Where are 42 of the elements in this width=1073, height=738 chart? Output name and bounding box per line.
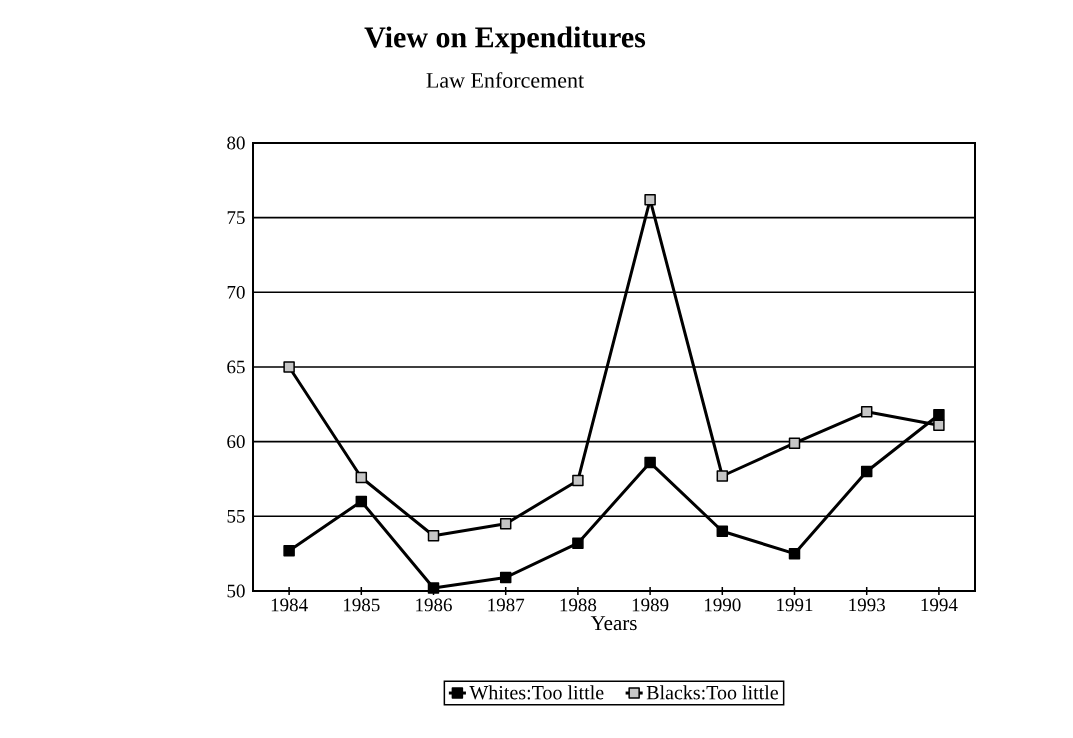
point <box>860 406 873 418</box>
point <box>572 537 584 549</box>
chart-subtitle: Law Enforcement <box>426 72 584 88</box>
legend-label: Blacks:Too little <box>646 685 778 700</box>
point <box>283 544 295 557</box>
x-tick-label: 1988 <box>560 598 597 612</box>
point <box>716 470 729 482</box>
legend-label: Whites:Too little <box>469 685 604 700</box>
x-tick-label: 1993 <box>849 598 885 612</box>
chart-title: View on Expenditures <box>364 26 646 54</box>
x-tick-label: 1985 <box>343 598 380 612</box>
point <box>788 437 801 449</box>
y-tick-label: 80 <box>227 136 245 150</box>
x-tick-label: 1991 <box>777 598 813 612</box>
point <box>644 456 656 469</box>
y-tick-label: 75 <box>227 211 245 224</box>
y-tick-label: 60 <box>227 435 245 449</box>
point <box>427 529 440 542</box>
y-tick-label: 55 <box>227 510 245 523</box>
point <box>788 547 801 560</box>
point <box>499 518 512 530</box>
x-axis-title: Years <box>590 616 637 631</box>
x-tick-label: 1989 <box>632 598 669 612</box>
point <box>716 525 729 537</box>
y-tick-label: 50 <box>227 584 245 598</box>
x-tick-label: 1984 <box>271 598 308 612</box>
x-tick-label: 1994 <box>921 598 958 612</box>
point <box>860 465 873 478</box>
point <box>355 495 368 508</box>
point <box>933 419 945 431</box>
point <box>644 193 656 206</box>
point <box>572 474 584 487</box>
x-tick-label: 1987 <box>488 598 525 612</box>
y-tick-label: 65 <box>227 360 245 374</box>
point <box>427 582 440 594</box>
point <box>933 409 945 421</box>
point <box>499 571 512 584</box>
x-tick-label: 1990 <box>704 598 741 612</box>
y-tick-label: 70 <box>227 285 245 299</box>
point <box>283 361 295 373</box>
point <box>355 471 368 484</box>
x-tick-label: 1986 <box>416 598 452 612</box>
